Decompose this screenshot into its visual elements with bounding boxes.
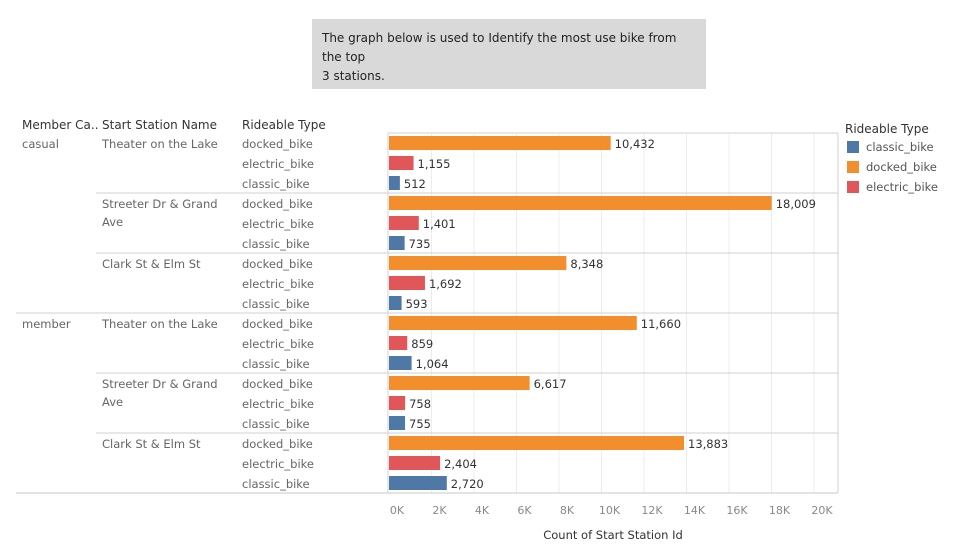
legend-title: Rideable Type xyxy=(845,122,929,136)
station-name-label: Theater on the Lake xyxy=(101,137,218,151)
legend-label: classic_bike xyxy=(866,140,934,154)
data-label: 735 xyxy=(409,237,431,251)
x-tick-label: 0K xyxy=(390,504,405,517)
rideable-type-label: electric_bike xyxy=(242,157,314,171)
x-tick-label: 4K xyxy=(475,504,490,517)
member-category-label: member xyxy=(22,317,71,331)
data-label: 758 xyxy=(409,397,431,411)
data-label: 13,883 xyxy=(688,437,728,451)
header-start-station[interactable]: Start Station Name xyxy=(102,118,218,132)
data-label: 11,660 xyxy=(641,317,681,331)
rideable-type-label: docked_bike xyxy=(242,197,313,211)
x-tick-label: 12K xyxy=(641,504,663,517)
x-tick-label: 16K xyxy=(726,504,748,517)
data-label: 2,720 xyxy=(451,477,484,491)
rideable-type-label: classic_bike xyxy=(242,237,310,251)
rideable-type-label: classic_bike xyxy=(242,177,310,191)
x-tick-label: 2K xyxy=(432,504,447,517)
x-tick-label: 10K xyxy=(599,504,621,517)
station-name-label: Streeter Dr & Grand xyxy=(102,197,218,211)
header-member-category[interactable]: Member Ca.. xyxy=(22,118,99,132)
data-label: 18,009 xyxy=(776,197,816,211)
legend-item-classic_bike[interactable]: classic_bike xyxy=(847,140,934,154)
rideable-type-label: classic_bike xyxy=(242,417,310,431)
data-label: 755 xyxy=(409,417,431,431)
data-label: 1,155 xyxy=(418,157,451,171)
data-label: 10,432 xyxy=(615,137,655,151)
bar-classic_bike[interactable] xyxy=(389,476,447,490)
bar-electric_bike[interactable] xyxy=(389,156,414,170)
station-name-label: Ave xyxy=(102,215,123,229)
note-line-1: The graph below is used to Identify the … xyxy=(322,31,677,64)
station-name-label: Theater on the Lake xyxy=(101,317,218,331)
station-name-label: Clark St & Elm St xyxy=(102,437,201,451)
data-label: 1,692 xyxy=(429,277,462,291)
rideable-type-label: electric_bike xyxy=(242,457,314,471)
station-name-label: Streeter Dr & Grand xyxy=(102,377,218,391)
bar-classic_bike[interactable] xyxy=(389,296,402,310)
rideable-type-label: classic_bike xyxy=(242,357,310,371)
bar-electric_bike[interactable] xyxy=(389,216,419,230)
bar-classic_bike[interactable] xyxy=(389,176,400,190)
rideable-type-label: docked_bike xyxy=(242,437,313,451)
rideable-type-label: classic_bike xyxy=(242,297,310,311)
legend-swatch xyxy=(847,141,859,153)
rideable-type-label: electric_bike xyxy=(242,337,314,351)
legend-swatch xyxy=(847,181,859,193)
data-label: 1,064 xyxy=(416,357,449,371)
data-label: 2,404 xyxy=(444,457,477,471)
legend-label: electric_bike xyxy=(866,180,938,194)
x-tick-label: 20K xyxy=(811,504,833,517)
bar-docked_bike[interactable] xyxy=(389,376,530,390)
bar-docked_bike[interactable] xyxy=(389,196,772,210)
rideable-type-label: electric_bike xyxy=(242,217,314,231)
member-category-label: casual xyxy=(22,137,59,151)
x-tick-label: 8K xyxy=(560,504,575,517)
rideable-type-label: docked_bike xyxy=(242,317,313,331)
x-axis-label: Count of Start Station Id xyxy=(543,528,683,542)
rideable-type-label: electric_bike xyxy=(242,277,314,291)
bar-classic_bike[interactable] xyxy=(389,416,406,430)
data-label: 859 xyxy=(411,337,433,351)
description-note: The graph below is used to Identify the … xyxy=(312,19,706,89)
rideable-type-label: docked_bike xyxy=(242,257,313,271)
bar-docked_bike[interactable] xyxy=(389,256,567,270)
note-line-2: 3 stations. xyxy=(322,69,385,83)
header-rideable-type[interactable]: Rideable Type xyxy=(242,118,326,132)
station-name-label: Clark St & Elm St xyxy=(102,257,201,271)
data-label: 6,617 xyxy=(534,377,567,391)
data-label: 512 xyxy=(404,177,426,191)
data-label: 593 xyxy=(406,297,428,311)
bar-docked_bike[interactable] xyxy=(389,436,685,450)
bar-electric_bike[interactable] xyxy=(389,276,425,290)
bar-classic_bike[interactable] xyxy=(389,356,412,370)
bar-docked_bike[interactable] xyxy=(389,316,637,330)
legend-swatch xyxy=(847,161,859,173)
rideable-type-label: docked_bike xyxy=(242,137,313,151)
data-label: 8,348 xyxy=(570,257,603,271)
legend-label: docked_bike xyxy=(866,160,937,174)
bar-electric_bike[interactable] xyxy=(389,396,406,410)
bar-classic_bike[interactable] xyxy=(389,236,405,250)
x-tick-label: 14K xyxy=(684,504,706,517)
legend-item-docked_bike[interactable]: docked_bike xyxy=(847,160,937,174)
rideable-type-label: docked_bike xyxy=(242,377,313,391)
legend-item-electric_bike[interactable]: electric_bike xyxy=(847,180,938,194)
data-label: 1,401 xyxy=(423,217,456,231)
bar-electric_bike[interactable] xyxy=(389,456,441,470)
station-name-label: Ave xyxy=(102,395,123,409)
bar-docked_bike[interactable] xyxy=(389,136,611,150)
bar-electric_bike[interactable] xyxy=(389,336,408,350)
rideable-type-label: electric_bike xyxy=(242,397,314,411)
rideable-type-label: classic_bike xyxy=(242,477,310,491)
x-tick-label: 6K xyxy=(517,504,532,517)
x-tick-label: 18K xyxy=(769,504,791,517)
